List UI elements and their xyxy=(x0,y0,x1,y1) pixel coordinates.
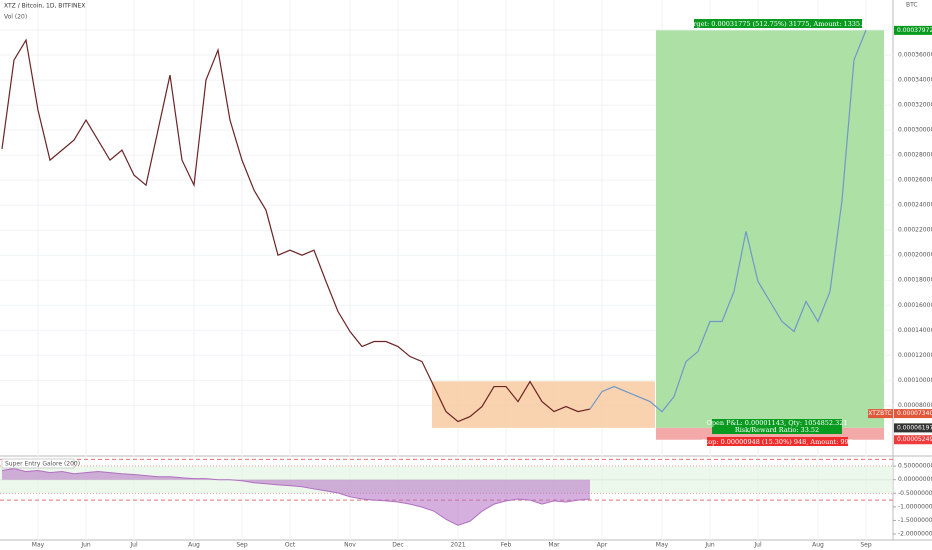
y-tick-label: 0.00018000 xyxy=(898,277,932,284)
x-tick-label: 2021 xyxy=(450,542,465,549)
price-tag-label: 0.00037972 xyxy=(897,27,932,34)
y-tick-label: -2.00000000 xyxy=(898,531,932,538)
labels: May Jun Jul Aug Sep Oct Nov Dec 2021 Feb Mar Apr May… xyxy=(32,19,932,549)
x-tick-label: Jun xyxy=(704,542,715,549)
y-tick-label: 0.00012000 xyxy=(898,352,932,359)
indicator-title-box xyxy=(1,458,75,469)
stop-label: Stop: 0.00000948 (15.30%) 948, Amount: 9… xyxy=(701,438,853,446)
x-tick-label: Feb xyxy=(501,542,512,549)
price-tag-label: 0.00006197 xyxy=(897,424,932,431)
x-tick-label: Aug xyxy=(188,542,200,549)
oscillator-line xyxy=(1,468,591,526)
x-tick-label: May xyxy=(656,542,669,549)
x-tick-label: Dec xyxy=(392,542,404,549)
y-tick-label: -1.50000000 xyxy=(898,517,932,524)
y-tick-label: 0.00010000 xyxy=(898,377,932,384)
price-tag xyxy=(894,435,932,445)
x-tick-label: Sep xyxy=(860,542,872,549)
x-tick-label: Apr xyxy=(597,542,608,549)
symbol-tag xyxy=(868,409,893,419)
y-tick-label: 0.00008000 xyxy=(898,402,932,409)
marks xyxy=(1,29,867,526)
ratio-label: Risk/Reward Ratio: 33.52 xyxy=(735,426,819,434)
y-tick-label: 0.00024000 xyxy=(898,202,932,209)
y-tick-label: 0.00020000 xyxy=(898,252,932,259)
target-label: Target: 0.00031775 (512.75%) 31775, Amou… xyxy=(686,20,871,28)
x-tick-label: May xyxy=(32,542,45,549)
y-tick-label: 0.00034000 xyxy=(898,77,932,84)
x-tick-label: Jul xyxy=(129,542,138,549)
symbol-tag-label: XTZBTC xyxy=(868,410,891,417)
y-tick-label: 0.00014000 xyxy=(898,327,932,334)
pnl-label-bg xyxy=(712,419,842,434)
profit-zone xyxy=(656,30,884,428)
indicator-label: Vol (20) xyxy=(4,14,27,21)
x-tick-label: Oct xyxy=(285,542,296,549)
x-tick-label: Aug xyxy=(812,542,824,549)
y-tick-label: -0.50000000 xyxy=(898,490,932,497)
y-tick-label: 0.00028000 xyxy=(898,152,932,159)
y-tick-label: -1.00000000 xyxy=(898,503,932,510)
y-tick-label: 0.50000000 xyxy=(898,463,932,470)
y-tick-label: 0.00036000 xyxy=(898,52,932,59)
price-tag-label: 0.00005249 xyxy=(897,436,932,443)
x-tick-label: Nov xyxy=(344,542,356,549)
range-box xyxy=(432,381,655,428)
oscillator-area xyxy=(2,468,590,526)
price-tag xyxy=(894,25,932,35)
y-tick-label: 0.00022000 xyxy=(898,227,932,234)
x-tick-label: Mar xyxy=(548,542,560,549)
indicator-title: Super Entry Galore (200) xyxy=(5,461,80,468)
y-tick-label: 0.00000000 xyxy=(898,476,932,483)
y-tick-label: 0.00026000 xyxy=(898,177,932,184)
price-tag-label: 0.00007340 xyxy=(897,410,932,417)
axis-unit: BTC xyxy=(906,2,918,9)
price-line xyxy=(589,29,867,413)
target-label-bg xyxy=(694,19,862,28)
y-tick-label: 0.00016000 xyxy=(898,302,932,309)
price-tag xyxy=(894,423,932,433)
x-tick-label: Jul xyxy=(753,542,762,549)
x-tick-label: Jun xyxy=(80,542,91,549)
price-line xyxy=(1,38,591,423)
y-tick-label: 0.00032000 xyxy=(898,102,932,109)
chart-title: XTZ / Bitcoin, 1D, BITFINEX xyxy=(4,3,85,10)
x-tick-label: Sep xyxy=(236,542,248,549)
stop-label-bg xyxy=(707,437,848,446)
price-tag xyxy=(894,409,932,419)
y-tick-label: 0.00030000 xyxy=(898,127,932,134)
pnl-label: Open P&L: 0.00001143, Qty: 1054852.321 xyxy=(706,419,847,427)
